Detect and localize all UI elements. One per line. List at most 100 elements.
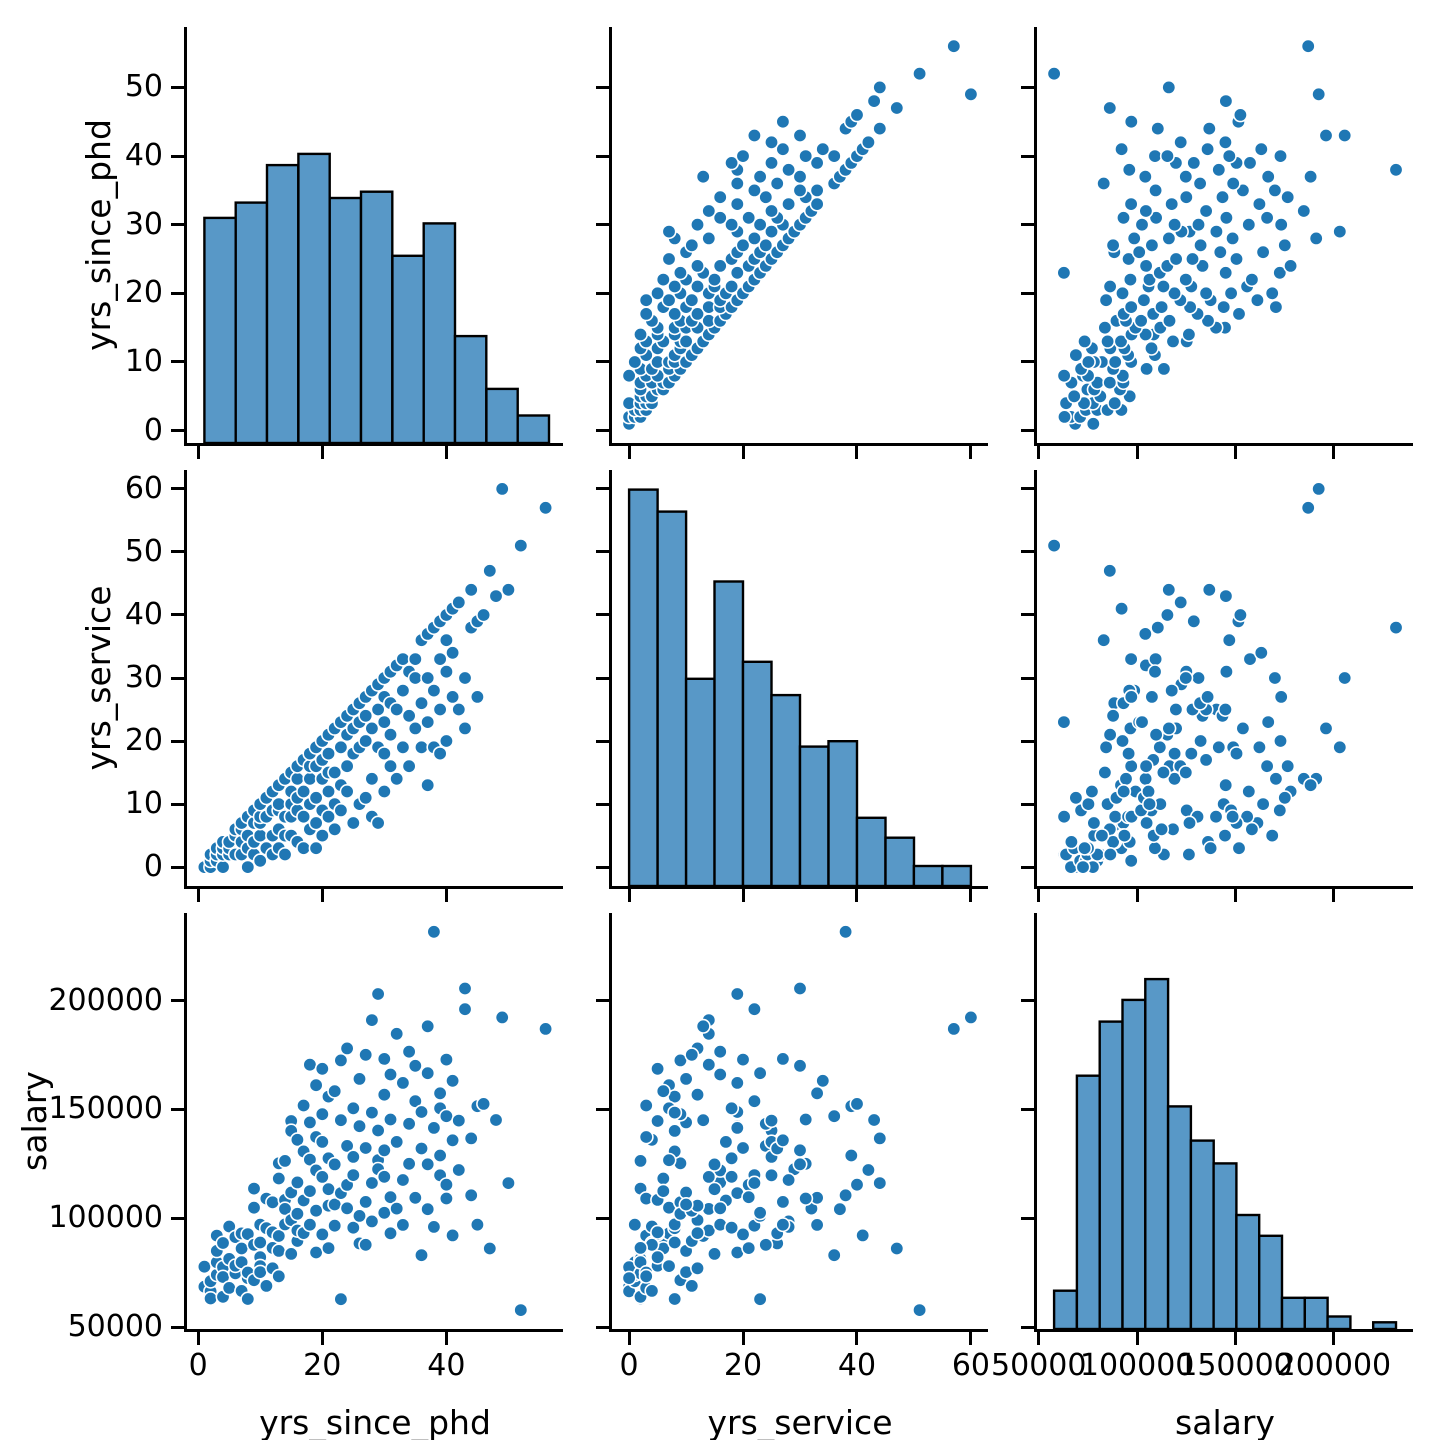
scatter-point — [1260, 714, 1276, 730]
x-tick-mark — [741, 889, 745, 902]
scatter-point — [203, 1290, 219, 1306]
y-tick-mark — [1021, 613, 1034, 617]
hist-bar — [1098, 1020, 1124, 1331]
scatter-point — [252, 1234, 268, 1250]
hist-bar — [884, 836, 916, 888]
scatter-point — [308, 1077, 324, 1093]
y-tick-label: 50 — [124, 69, 163, 105]
scatter-point — [690, 279, 706, 295]
scatter-point — [1123, 853, 1139, 869]
scatter-point — [420, 777, 436, 793]
scatter-point — [798, 148, 814, 164]
scatter-point — [695, 1018, 711, 1034]
scatter-point — [792, 182, 808, 198]
scatter-point — [1192, 176, 1208, 192]
y-tick-mark — [1021, 1325, 1034, 1329]
x-tick-label: 50000 — [991, 1348, 1087, 1383]
scatter-point — [1191, 670, 1207, 686]
y-tick-mark — [1021, 487, 1034, 491]
x-tick-mark — [196, 889, 200, 902]
y-tick-mark — [1021, 429, 1034, 433]
scatter-point — [407, 1190, 423, 1206]
scatter-point — [432, 651, 448, 667]
scatter-point — [457, 670, 473, 686]
scatter-point — [1273, 733, 1289, 749]
scatter-point — [414, 695, 430, 711]
y-tick-mark — [596, 865, 609, 869]
scatter-point — [735, 237, 751, 253]
scatter-point — [946, 1021, 962, 1037]
scatter-point — [1134, 217, 1150, 233]
scatter-point — [735, 1140, 751, 1156]
scatter-point — [420, 1065, 436, 1081]
scatter-point — [438, 1177, 454, 1193]
scatter-point — [1200, 689, 1216, 705]
x-tick-mark — [196, 446, 200, 459]
scatter-point — [395, 683, 411, 699]
scatter-point — [358, 708, 374, 724]
scatter-point — [327, 1083, 343, 1099]
x-tick-mark — [444, 446, 448, 459]
scatter-point — [809, 1085, 825, 1101]
scatter-point — [1098, 292, 1114, 308]
y-tick-mark — [171, 223, 184, 227]
scatter-point — [775, 114, 791, 130]
y-tick-mark — [596, 429, 609, 433]
scatter-point — [684, 1278, 700, 1294]
scatter-point — [1212, 244, 1228, 260]
scatter-point — [308, 815, 324, 831]
x-tick-mark — [969, 889, 973, 902]
scatter-point — [1161, 582, 1177, 598]
scatter-point — [1311, 86, 1327, 102]
y-tick-label: 50 — [124, 533, 163, 569]
scatter-point — [296, 783, 312, 799]
scatter-point — [414, 1104, 430, 1120]
scatter-point — [476, 1096, 492, 1112]
scatter-point — [1283, 258, 1299, 274]
scatter-point — [364, 720, 380, 736]
scatter-point — [1332, 739, 1348, 755]
scatter-point — [792, 128, 808, 144]
scatter-point — [1249, 292, 1265, 308]
scatter-point — [912, 66, 928, 82]
scatter-point — [661, 292, 677, 308]
scatter-point — [1161, 230, 1177, 246]
scatter-point — [1068, 790, 1084, 806]
scatter-point — [701, 203, 717, 219]
scatter-point — [1253, 645, 1269, 661]
scatter-point — [345, 1100, 361, 1116]
scatter-point — [457, 981, 473, 997]
scatter-point — [775, 141, 791, 157]
y-tick-mark — [1021, 999, 1034, 1002]
scatter-point — [735, 1052, 751, 1068]
scatter-point — [638, 292, 654, 308]
scatter-point — [655, 1083, 671, 1099]
scatter-point — [752, 1291, 768, 1307]
scatter-point — [724, 279, 740, 295]
scatter-point — [1155, 279, 1171, 295]
scatter-point — [1152, 739, 1168, 755]
scatter-point — [1148, 651, 1164, 667]
left-spine — [609, 913, 612, 1332]
panel-scatter-yrs_since_phd-vs-yrs_service — [596, 27, 988, 459]
x-tick-mark — [855, 446, 859, 459]
scatter-point — [707, 1246, 723, 1262]
scatter-point — [729, 176, 745, 192]
hist-bar — [453, 334, 488, 445]
scatter-point — [414, 1247, 430, 1263]
histogram-plot — [1052, 977, 1398, 1331]
scatter-point — [1141, 783, 1157, 799]
scatter-point — [1191, 217, 1207, 233]
scatter-point — [376, 783, 392, 799]
left-spine — [1034, 470, 1037, 889]
scatter-point — [746, 1001, 762, 1017]
scatter-point — [1107, 395, 1123, 411]
scatter-point — [678, 1071, 694, 1087]
scatter-point — [644, 1283, 660, 1299]
panel-scatter-yrs_service-vs-salary — [1021, 470, 1413, 902]
scatter-point — [1075, 859, 1091, 875]
scatter-point — [1217, 702, 1233, 718]
scatter-point — [746, 1093, 762, 1109]
scatter-plot — [621, 924, 979, 1318]
scatter-point — [296, 809, 312, 825]
